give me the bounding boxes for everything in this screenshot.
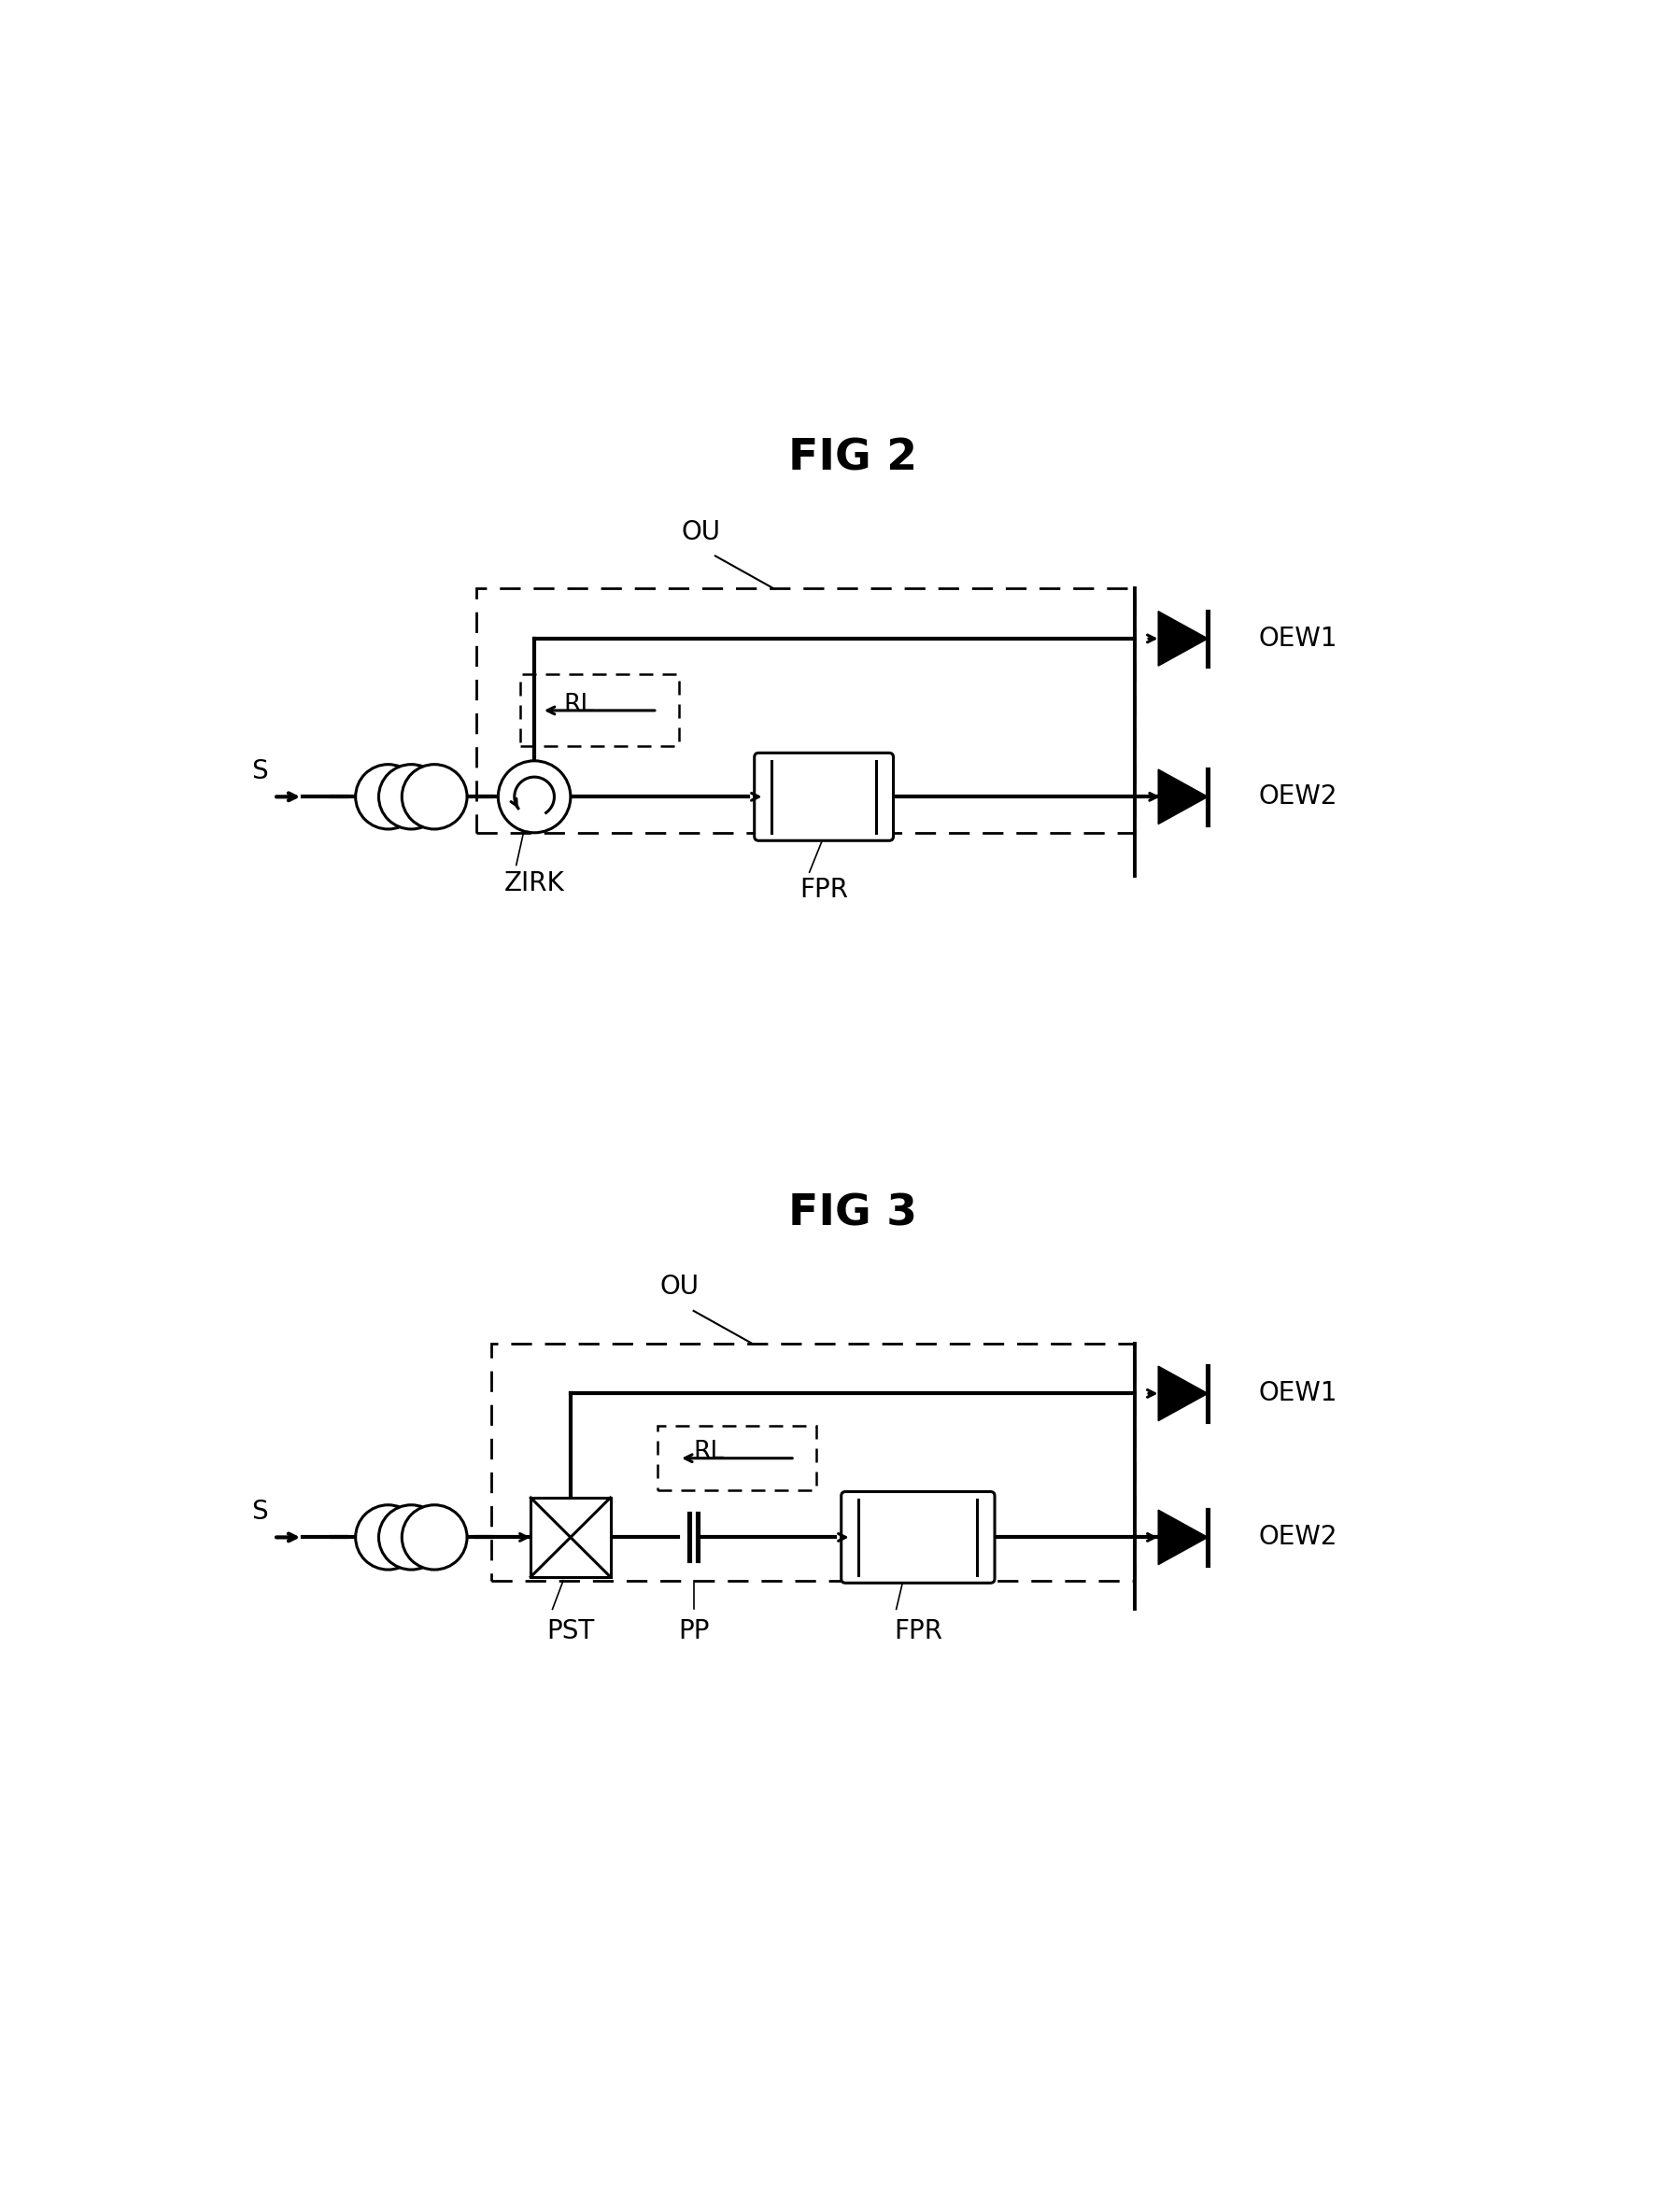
Circle shape (402, 765, 467, 830)
Text: PP: PP (678, 1617, 709, 1644)
Text: RL: RL (564, 692, 594, 717)
Text: FPR: FPR (799, 878, 848, 902)
Text: FIG 2: FIG 2 (788, 438, 918, 480)
Circle shape (402, 1504, 467, 1571)
Text: PST: PST (547, 1617, 594, 1644)
Circle shape (379, 1504, 444, 1571)
Polygon shape (1158, 1367, 1208, 1420)
Polygon shape (1158, 1511, 1208, 1564)
Bar (519, 675, 679, 745)
Text: OEW1: OEW1 (1258, 1380, 1337, 1407)
Text: OEW2: OEW2 (1258, 1524, 1337, 1551)
Polygon shape (1158, 611, 1208, 666)
FancyBboxPatch shape (841, 1491, 995, 1584)
Circle shape (497, 761, 571, 832)
Text: S: S (250, 759, 267, 785)
Text: ZIRK: ZIRK (504, 869, 564, 896)
Text: OEW1: OEW1 (1258, 626, 1337, 653)
Circle shape (379, 765, 444, 830)
Text: OU: OU (681, 520, 721, 544)
Text: FPR: FPR (893, 1617, 943, 1644)
Text: RL: RL (694, 1440, 724, 1464)
Bar (531, 1498, 611, 1577)
Polygon shape (1158, 770, 1208, 825)
FancyBboxPatch shape (754, 752, 893, 841)
Text: FIG 3: FIG 3 (788, 1192, 918, 1234)
Circle shape (355, 765, 421, 830)
Text: S: S (250, 1500, 267, 1526)
Text: OU: OU (659, 1274, 699, 1301)
Bar (491, 1343, 1135, 1579)
Text: OEW2: OEW2 (1258, 783, 1337, 810)
Bar (476, 588, 1135, 832)
Bar (658, 1427, 816, 1491)
Circle shape (355, 1504, 421, 1571)
